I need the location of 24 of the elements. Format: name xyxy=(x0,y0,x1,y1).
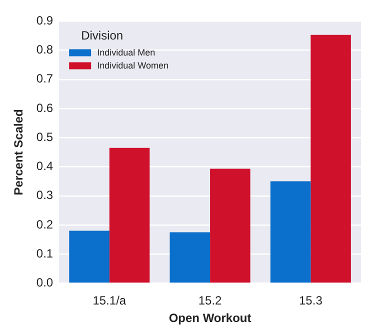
bar xyxy=(310,34,351,283)
y-tick-label: 0.5 xyxy=(36,130,54,144)
bar xyxy=(109,148,150,283)
bar xyxy=(270,181,311,283)
y-tick-label: 0.6 xyxy=(36,100,54,115)
x-axis-title: Open Workout xyxy=(168,311,252,326)
bar xyxy=(69,230,110,283)
y-tick-label: 0.1 xyxy=(36,246,54,260)
y-tick-label: 0.4 xyxy=(36,159,54,174)
bar xyxy=(170,232,210,283)
y-tick-label: 0.2 xyxy=(36,217,54,232)
x-tick-label: 15.1/a xyxy=(92,294,126,308)
y-tick-label: 0.9 xyxy=(36,14,54,28)
y-tick-label: 0.3 xyxy=(36,188,54,202)
y-tick-label: 0.0 xyxy=(36,276,54,290)
y-tick-label: 0.7 xyxy=(36,72,54,86)
y-tick-label: 0.8 xyxy=(36,42,54,57)
legend-title: Division xyxy=(81,28,124,43)
y-axis-title: Percent Scaled xyxy=(12,109,26,196)
x-tick-label: 15.2 xyxy=(198,294,222,308)
x-tick-label: 15.3 xyxy=(299,294,323,308)
legend-label: Individual Women xyxy=(97,60,168,71)
bar xyxy=(210,168,250,283)
legend-label: Individual Men xyxy=(97,48,156,58)
